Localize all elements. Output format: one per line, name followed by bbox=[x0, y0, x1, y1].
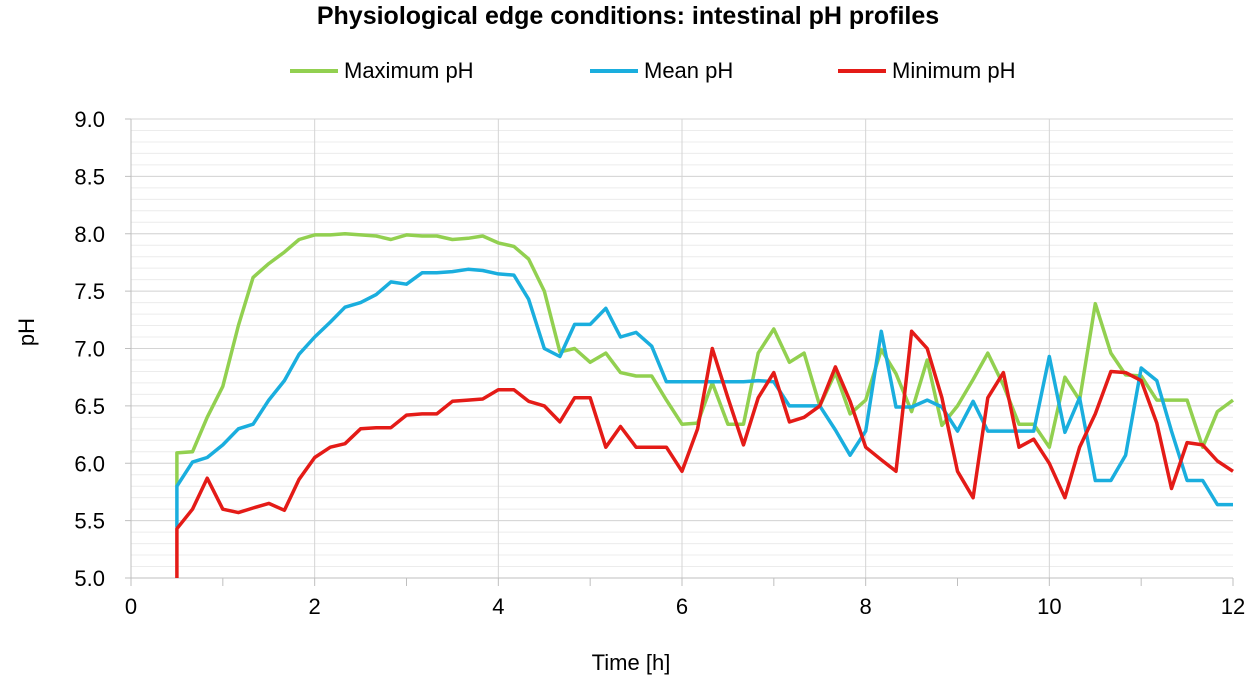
y-tick-label: 8.0 bbox=[74, 222, 105, 247]
series-lines bbox=[175, 232, 1235, 578]
y-tick-label: 6.0 bbox=[74, 451, 105, 476]
y-tick-label: 5.0 bbox=[74, 566, 105, 591]
legend-swatch-minimum bbox=[838, 69, 886, 73]
legend-item-mean: Mean pH bbox=[590, 58, 733, 84]
legend-item-minimum: Minimum pH bbox=[838, 58, 1015, 84]
legend-swatch-maximum bbox=[290, 69, 338, 73]
x-tick-label: 10 bbox=[1037, 594, 1061, 619]
legend-swatch-mean bbox=[590, 69, 638, 73]
legend-item-maximum: Maximum pH bbox=[290, 58, 474, 84]
tick-labels: 5.0 5.5 6.0 6.5 7.0 7.5 8.0 8.5 9.0 0 2 4 6 8 10 12 bbox=[74, 107, 1245, 619]
chart-legend: Maximum pH Mean pH Minimum pH bbox=[0, 58, 1256, 90]
y-tick-label: 8.5 bbox=[74, 164, 105, 189]
y-tick-label: 5.5 bbox=[74, 509, 105, 534]
x-tick-label: 2 bbox=[309, 594, 321, 619]
y-tick-label: 7.0 bbox=[74, 337, 105, 362]
chart-title: Physiological edge conditions: intestina… bbox=[316, 2, 940, 30]
x-axis-label: Time [h] bbox=[592, 650, 671, 675]
y-tick-label: 7.5 bbox=[74, 279, 105, 304]
x-tick-label: 0 bbox=[125, 594, 137, 619]
legend-label-maximum: Maximum pH bbox=[344, 58, 474, 83]
y-axis-label: pH bbox=[14, 318, 39, 346]
legend-label-minimum: Minimum pH bbox=[892, 58, 1016, 83]
y-tick-label: 9.0 bbox=[74, 107, 105, 132]
y-tick-label: 6.5 bbox=[74, 394, 105, 419]
grid-lines bbox=[131, 118, 1233, 579]
axes bbox=[125, 118, 1234, 586]
x-tick-label: 4 bbox=[492, 594, 504, 619]
x-tick-label: 8 bbox=[860, 594, 872, 619]
series-line-minimum-ph bbox=[175, 329, 1234, 578]
series-line-mean-ph bbox=[175, 267, 1233, 528]
x-tick-label: 12 bbox=[1221, 594, 1245, 619]
legend-label-mean: Mean pH bbox=[644, 58, 734, 83]
x-tick-label: 6 bbox=[676, 594, 688, 619]
